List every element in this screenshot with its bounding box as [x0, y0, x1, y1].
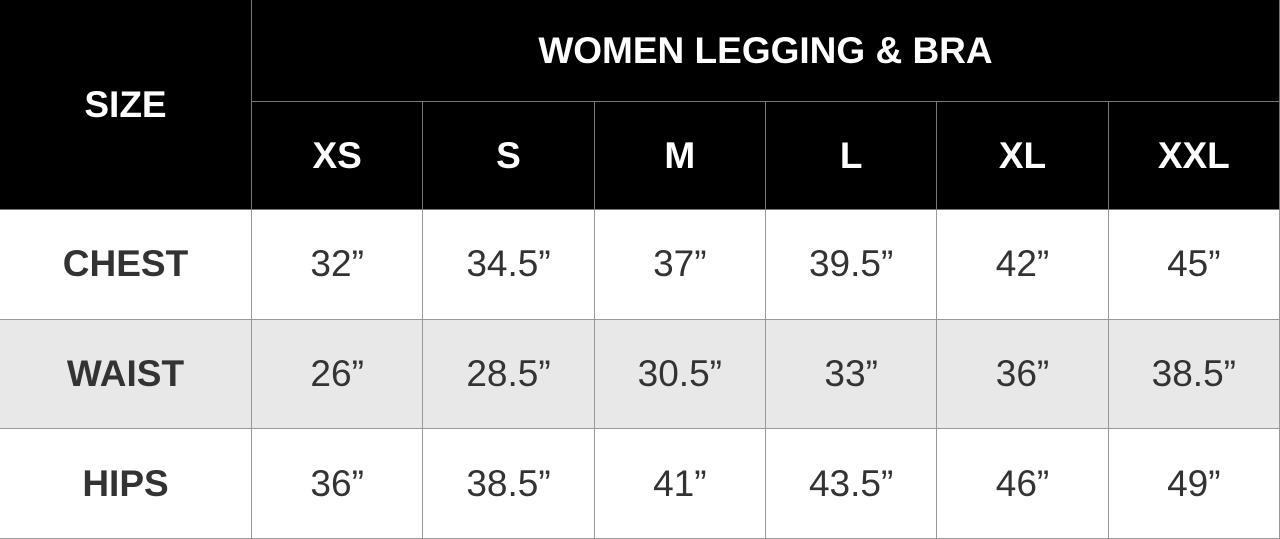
measurement: 28.5”: [423, 319, 595, 430]
measurement: 42”: [937, 210, 1109, 320]
size-header: L: [766, 102, 938, 210]
table-title: WOMEN LEGGING & BRA: [252, 0, 1280, 102]
measurement: 49”: [1108, 429, 1280, 539]
measurement: 46”: [937, 429, 1109, 539]
size-header: XXL: [1108, 102, 1280, 210]
corner-header: SIZE: [0, 0, 252, 210]
measurement: 45”: [1108, 210, 1280, 320]
measurement: 36”: [252, 429, 424, 539]
measurement: 43.5”: [766, 429, 938, 539]
size-header: XS: [252, 102, 424, 210]
size-header: S: [423, 102, 595, 210]
measurement: 36”: [937, 319, 1109, 430]
measurement: 32”: [252, 210, 424, 320]
measurement: 37”: [594, 210, 766, 320]
row-label: CHEST: [0, 210, 252, 320]
measurement: 38.5”: [1108, 319, 1280, 430]
measurement: 39.5”: [766, 210, 938, 320]
size-header: XL: [937, 102, 1109, 210]
measurement: 34.5”: [423, 210, 595, 320]
measurement: 33”: [766, 319, 938, 430]
row-label: WAIST: [0, 319, 252, 430]
size-header: M: [594, 102, 766, 210]
measurement: 26”: [252, 319, 424, 430]
row-label: HIPS: [0, 429, 252, 539]
measurement: 30.5”: [594, 319, 766, 430]
measurement: 38.5”: [423, 429, 595, 539]
measurement: 41”: [594, 429, 766, 539]
